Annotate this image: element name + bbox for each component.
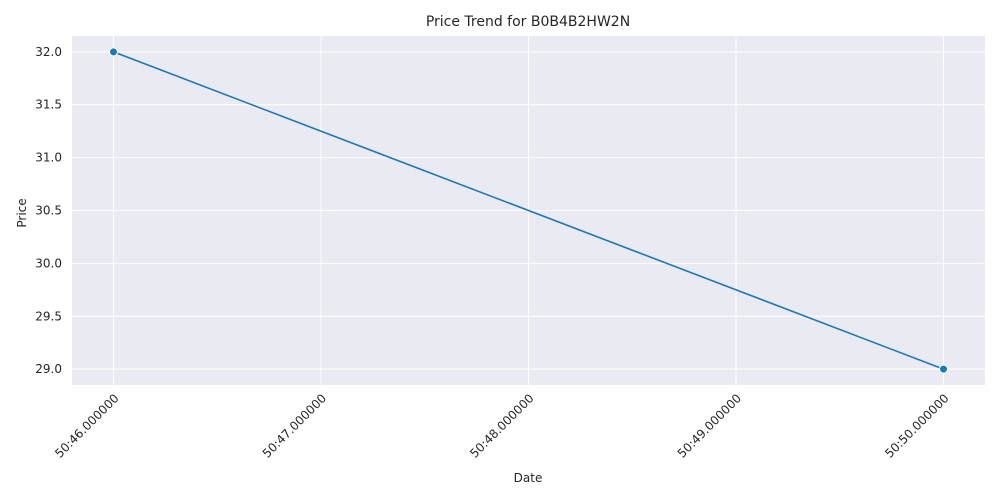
data-point <box>109 47 118 57</box>
x-tick-label: 50:50.000000 <box>882 391 951 460</box>
y-tick-label: 31.5 <box>35 98 62 112</box>
series-layer <box>109 47 948 374</box>
x-tick-label: 50:49.000000 <box>675 391 744 460</box>
y-tick-label: 30.5 <box>35 204 62 218</box>
x-axis-label: Date <box>514 471 543 485</box>
x-axis-ticks: 50:46.000000 50:47.000000 50:48.000000 50:4… <box>52 391 951 460</box>
x-tick-label: 50:48.000000 <box>467 391 536 460</box>
y-tick-label: 29.5 <box>35 309 62 323</box>
data-point <box>939 364 948 374</box>
x-tick-label: 50:47.000000 <box>260 391 329 460</box>
chart-title: Price Trend for B0B4B2HW2N <box>426 14 630 30</box>
y-tick-label: 30.0 <box>35 256 62 270</box>
y-tick-label: 31.0 <box>35 151 62 165</box>
x-tick-label: 50:46.000000 <box>52 391 121 460</box>
price-series-line <box>113 51 944 370</box>
y-tick-label: 29.0 <box>35 362 62 376</box>
y-tick-label: 32.0 <box>35 45 62 59</box>
y-axis-label: Price <box>15 198 29 227</box>
y-axis-ticks: 29.0 29.5 30.0 30.5 31.0 31.5 32.0 <box>35 45 62 376</box>
